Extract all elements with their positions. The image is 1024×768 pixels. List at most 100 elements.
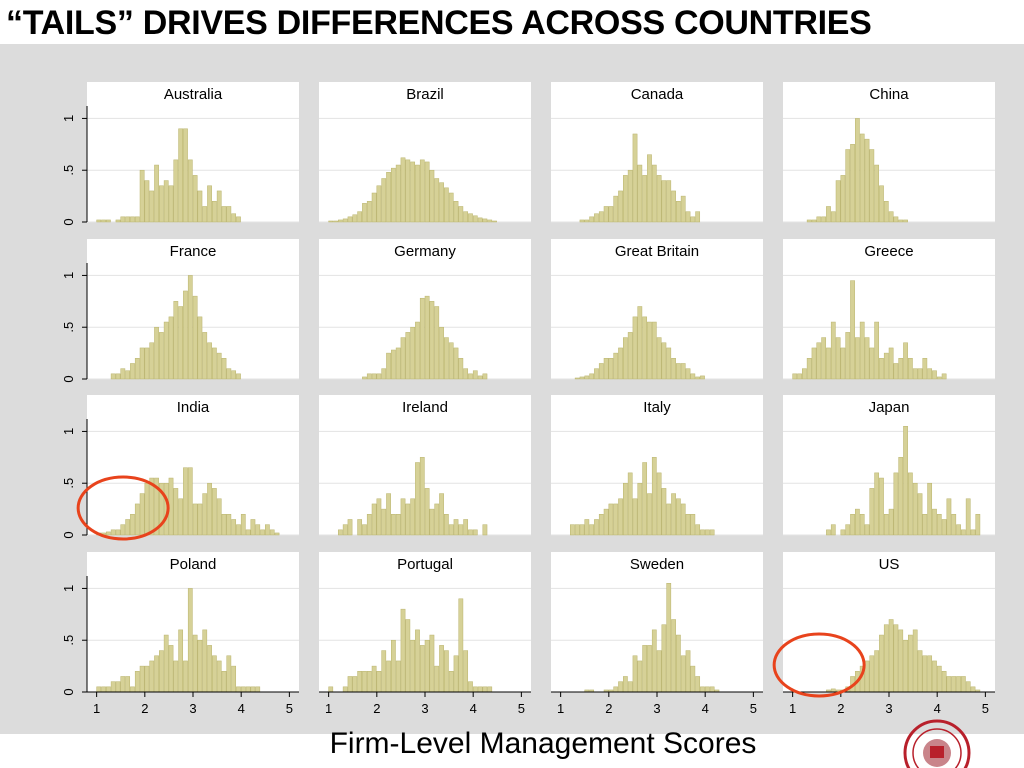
panel-title-germany: Germany xyxy=(394,243,456,260)
panel-title-greece: Greece xyxy=(864,243,913,260)
bar-india-8 xyxy=(134,503,140,536)
bar-india-7 xyxy=(130,514,135,536)
bar-us-19 xyxy=(883,624,889,693)
bar-poland-17 xyxy=(178,629,184,693)
bar-canada-4 xyxy=(579,219,585,223)
bar-ireland-30 xyxy=(472,529,478,536)
bar-france-15 xyxy=(168,316,174,380)
bar-us-36 xyxy=(965,681,971,693)
bar-us-27 xyxy=(922,655,928,693)
bar-canada-24 xyxy=(676,201,681,223)
bar-portugal-31 xyxy=(477,686,483,693)
bar-great-britain-26 xyxy=(685,368,691,380)
bar-great-britain-20 xyxy=(656,337,662,380)
bar-great-britain-10 xyxy=(608,358,614,380)
bar-japan-29 xyxy=(932,508,937,536)
bar-poland-18 xyxy=(183,660,188,693)
bar-us-29 xyxy=(932,660,937,693)
bar-canada-19 xyxy=(651,164,657,223)
bar-france-3 xyxy=(110,373,116,380)
bar-india-36 xyxy=(269,529,275,536)
bar-great-britain-16 xyxy=(637,306,643,380)
bar-japan-32 xyxy=(946,498,952,536)
bar-poland-0 xyxy=(96,686,102,693)
x-tick-label-portugal-0: 1 xyxy=(325,701,332,716)
panel-title-japan: Japan xyxy=(869,399,910,416)
bar-brazil-11 xyxy=(381,178,387,223)
bar-portugal-26 xyxy=(453,655,459,693)
x-tick-label-portugal-2: 3 xyxy=(421,701,428,716)
bar-japan-37 xyxy=(970,529,976,536)
bar-great-britain-23 xyxy=(671,358,676,380)
bar-greece-19 xyxy=(883,352,889,380)
bar-greece-20 xyxy=(888,347,894,380)
bar-india-3 xyxy=(110,529,116,536)
bar-italy-15 xyxy=(632,498,638,536)
bar-germany-19 xyxy=(419,297,425,380)
bar-portugal-27 xyxy=(458,598,464,693)
y-tick-label-australia-1: .5 xyxy=(61,165,76,176)
bar-germany-20 xyxy=(424,295,430,380)
bar-france-17 xyxy=(178,306,184,380)
bar-japan-8 xyxy=(830,524,836,536)
bar-canada-20 xyxy=(656,175,662,223)
bar-canada-16 xyxy=(637,164,643,223)
bar-india-29 xyxy=(236,524,241,536)
bar-sweden-29 xyxy=(700,686,705,693)
bar-portugal-17 xyxy=(410,639,416,693)
bar-brazil-12 xyxy=(386,172,391,223)
bar-sweden-12 xyxy=(618,681,623,693)
bar-brazil-6 xyxy=(357,211,363,223)
panel-header-germany xyxy=(319,239,531,263)
bar-germany-18 xyxy=(415,321,420,380)
x-tick-label-us-1: 2 xyxy=(837,701,844,716)
bar-ireland-22 xyxy=(434,503,440,536)
x-tick-label-poland-2: 3 xyxy=(189,701,196,716)
bar-france-25 xyxy=(216,352,222,380)
y-tick-label-australia-0: 0 xyxy=(61,218,76,225)
x-tick-label-sweden-0: 1 xyxy=(557,701,564,716)
bar-italy-18 xyxy=(647,493,652,536)
bar-japan-25 xyxy=(912,482,918,536)
bar-ireland-2 xyxy=(338,529,343,536)
bar-us-34 xyxy=(956,676,961,693)
y-tick-label-india-2: 1 xyxy=(61,428,76,435)
bar-us-17 xyxy=(874,650,880,693)
bar-sweden-22 xyxy=(666,583,672,693)
bar-india-16 xyxy=(173,488,179,536)
bar-great-britain-9 xyxy=(603,358,609,380)
bar-germany-23 xyxy=(439,326,444,380)
bar-ireland-14 xyxy=(395,514,401,536)
bar-poland-28 xyxy=(231,665,237,693)
x-tick-label-portugal-3: 4 xyxy=(470,701,477,716)
bar-japan-14 xyxy=(859,514,865,536)
bar-poland-25 xyxy=(216,660,222,693)
bar-greece-11 xyxy=(845,332,851,380)
bar-ireland-11 xyxy=(381,508,387,536)
bar-brazil-19 xyxy=(419,159,425,223)
bar-australia-18 xyxy=(183,128,188,223)
bar-india-11 xyxy=(149,477,155,536)
panel-title-portugal: Portugal xyxy=(397,556,453,573)
bar-poland-15 xyxy=(168,645,174,693)
bar-canada-8 xyxy=(598,211,604,223)
bar-great-britain-6 xyxy=(589,373,595,380)
bar-poland-27 xyxy=(226,655,232,693)
bar-poland-29 xyxy=(236,686,241,693)
bar-china-7 xyxy=(826,206,831,223)
bar-france-5 xyxy=(120,368,126,380)
y-tick-label-france-2: 1 xyxy=(61,272,76,279)
bar-ireland-25 xyxy=(448,524,454,536)
bar-sweden-27 xyxy=(690,665,696,693)
bar-japan-22 xyxy=(898,457,904,536)
bar-germany-13 xyxy=(391,349,396,380)
bar-australia-7 xyxy=(130,216,135,223)
bar-australia-0 xyxy=(96,219,102,223)
bar-canada-28 xyxy=(695,211,701,223)
bar-sweden-23 xyxy=(671,619,676,693)
bar-canada-27 xyxy=(690,216,696,223)
x-tick-label-portugal-4: 5 xyxy=(518,701,525,716)
x-tick-label-portugal-1: 2 xyxy=(373,701,380,716)
bar-sweden-13 xyxy=(623,676,628,693)
bar-greece-16 xyxy=(869,347,875,380)
